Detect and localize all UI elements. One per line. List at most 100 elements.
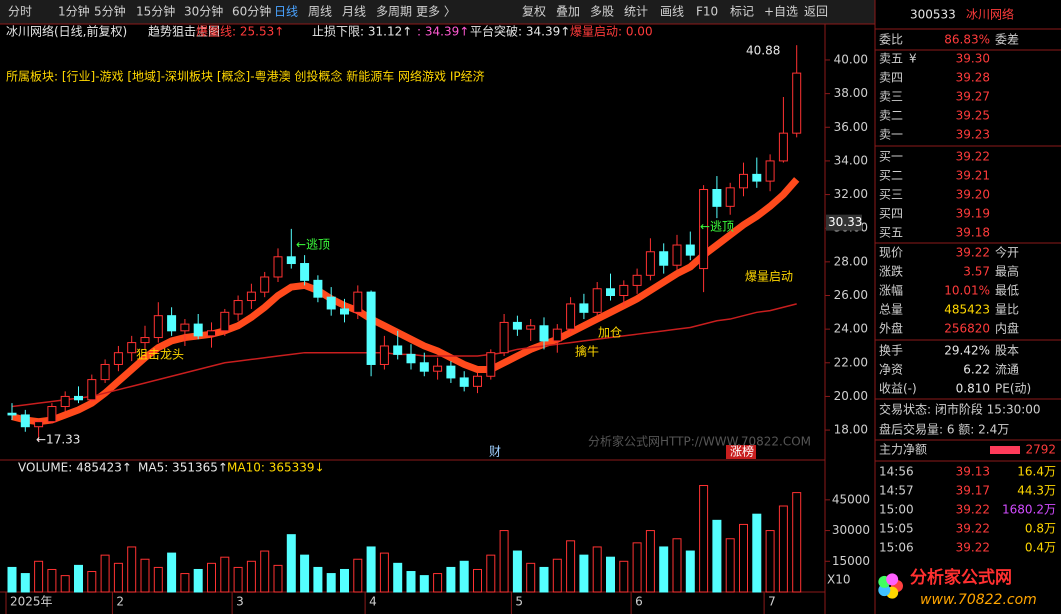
candle-body — [446, 365, 456, 379]
row-label: 买五 — [879, 226, 903, 240]
volume-bar — [326, 573, 336, 593]
row-value: 3.57 — [963, 265, 990, 279]
sector-text: 所属板块: [行业]-游戏 [地域]-深圳板块 [概念]-粤港澳 创投概念 新能… — [6, 69, 485, 84]
indicator-label: 止损下限: 31.12↑ — [312, 25, 412, 39]
volume-bar — [433, 573, 443, 593]
toolbar-button[interactable]: 5分钟 — [94, 4, 126, 19]
tick-amount: 16.4万 — [1017, 465, 1056, 479]
row-label2: 最低 — [995, 284, 1019, 298]
volume-bar — [685, 550, 695, 593]
candle-body — [273, 256, 283, 278]
candle-body — [459, 377, 469, 387]
row-label2: 最高 — [995, 264, 1019, 279]
toolbar-button[interactable]: 分时 — [8, 5, 32, 19]
toolbar-button[interactable]: 1分钟 — [58, 4, 90, 19]
candle-body — [47, 406, 57, 423]
toolbar-button[interactable]: 15分钟 — [136, 4, 175, 19]
volume-bar — [180, 573, 190, 593]
toolbar-button[interactable]: 更多 〉 — [416, 5, 456, 19]
toolbar-button[interactable]: 返回 — [804, 5, 828, 19]
chart-annotation: ←逃顶 — [296, 238, 330, 252]
cursor-price-label: 30.33 — [828, 215, 862, 229]
candle-body — [140, 337, 150, 344]
x-tick-label: 6 — [635, 595, 643, 609]
volume-multiplier: X10 — [827, 573, 851, 587]
tick-price: 39.13 — [956, 465, 990, 479]
toolbar-button[interactable]: 叠加 — [556, 5, 580, 19]
row-value: 10.01% — [944, 284, 990, 298]
row-label: 涨跌 — [879, 264, 903, 279]
row-label2: PE(动) — [995, 382, 1031, 396]
candle-body — [606, 288, 615, 296]
candle-body — [566, 303, 576, 330]
candle-body — [765, 160, 775, 182]
chart-annotation: 40.88 — [746, 44, 780, 58]
toolbar-button[interactable]: 日线 — [274, 5, 298, 19]
toolbar-button[interactable]: 30分钟 — [184, 4, 223, 19]
y-tick-label: 20.00 — [834, 389, 868, 403]
row-label: 现价 — [879, 246, 903, 260]
volume-bar — [459, 560, 469, 593]
volume-tick-label: 30000 — [832, 523, 870, 537]
row-label2: 流通 — [995, 363, 1019, 377]
volume-bar — [340, 568, 349, 593]
volume-bar — [792, 492, 802, 593]
toolbar-button[interactable]: 周线 — [308, 5, 332, 19]
stock-name: 冰川网络 — [966, 7, 1014, 22]
row-label: 买四 — [879, 207, 903, 221]
candle-body — [127, 342, 137, 354]
candle-body — [659, 251, 669, 266]
volume-bar — [153, 566, 163, 593]
toolbar-button[interactable]: 多周期 — [376, 5, 412, 19]
volume-bar — [539, 566, 549, 593]
toolbar-button[interactable]: F10 — [696, 5, 718, 19]
indicator-label: 爆量线: 25.53↑ — [196, 25, 284, 39]
candle-body — [685, 244, 695, 256]
row-value: 29.42% — [944, 344, 990, 358]
volume-bar — [127, 546, 137, 593]
volume-bar — [60, 575, 70, 593]
tick-price: 39.22 — [956, 522, 990, 536]
volume-bar — [87, 571, 97, 593]
tick-amount: 44.3万 — [1017, 484, 1056, 498]
after-hours: 盘后交易量: 6 额: 2.4万 — [879, 422, 1009, 437]
volume-bar — [739, 523, 748, 593]
volume-tick-label: 45000 — [832, 492, 870, 506]
candle-body — [632, 274, 642, 286]
volume-bar — [207, 562, 216, 593]
toolbar-button[interactable]: 统计 — [624, 5, 648, 19]
row-label: 卖三 — [879, 90, 903, 104]
toolbar-button[interactable]: 60分钟 — [232, 4, 271, 19]
main-flow-value: 2792 — [1025, 443, 1056, 457]
tick-amount: 1680.2万 — [1002, 503, 1056, 517]
toolbar-button[interactable]: 多股 — [590, 5, 614, 19]
row-value: 86.83% — [944, 33, 990, 47]
row-label: 卖五 — [879, 52, 903, 66]
candle-body — [353, 291, 363, 313]
candle-body — [712, 189, 722, 207]
volume-bar — [273, 564, 283, 593]
volume-bar — [34, 560, 44, 593]
toolbar-button[interactable]: 复权 — [522, 5, 546, 19]
volume-bar — [552, 558, 562, 593]
volume-bar — [406, 571, 416, 593]
toolbar-button[interactable]: 标记 — [730, 5, 754, 19]
row-value: 39.25 — [956, 109, 990, 123]
volume-bar — [473, 568, 482, 593]
row-label: 收益(-) — [879, 382, 917, 396]
x-tick-label: 5 — [515, 595, 523, 609]
volume-bar — [246, 560, 256, 593]
candle-body — [100, 363, 110, 381]
toolbar-button[interactable]: 画线 — [660, 5, 684, 19]
main-flow-bar — [990, 446, 1020, 454]
chart-annotation: 加仓 — [598, 326, 622, 340]
row-label: 委比 — [879, 33, 903, 47]
volume-bar — [592, 546, 602, 593]
row-value: 39.21 — [956, 169, 990, 183]
toolbar-button[interactable]: +自选 — [764, 5, 798, 19]
volume-bar — [379, 552, 389, 593]
toolbar-button[interactable]: 月线 — [342, 5, 366, 19]
row-value: 39.23 — [956, 128, 990, 142]
volume-bar — [393, 562, 403, 593]
